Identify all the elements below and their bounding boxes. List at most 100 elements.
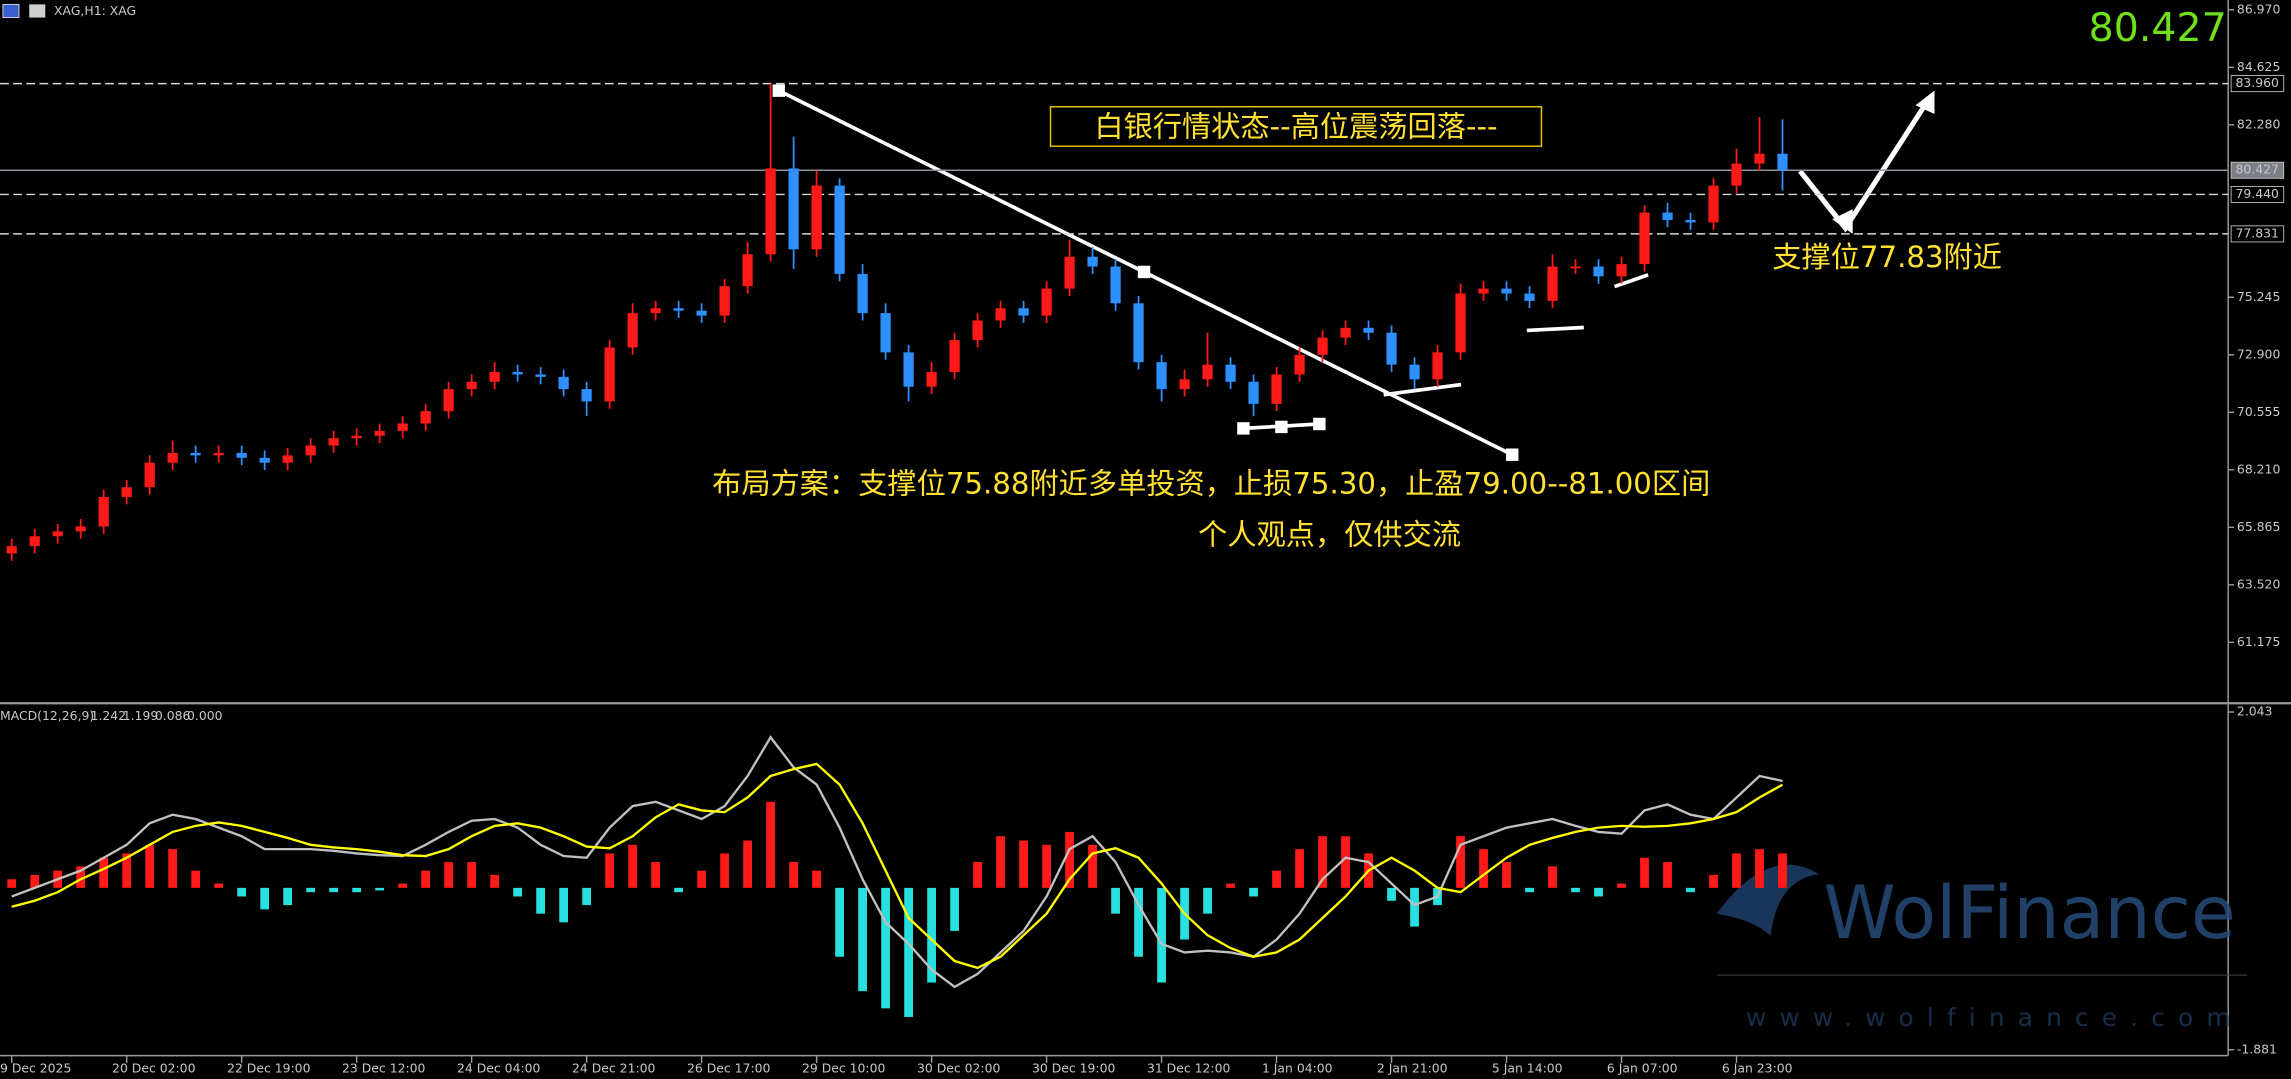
trend-handle [1506,448,1519,461]
symbol-title: XAG,H1: XAG [54,3,136,18]
candle-body [1363,327,1374,333]
x-tick-label: 6 Jan 07:00 [1607,1060,1678,1075]
macd-header-value: 0.086 [155,708,191,723]
candle-body [1777,153,1788,171]
y-tick-label: 70.555 [2237,404,2280,419]
support-line [1526,325,1584,333]
candle-body [1294,354,1305,375]
candle-body [1409,364,1420,380]
macd-histogram-bar [352,887,362,893]
candle-body [52,531,63,537]
macd-histogram-bar [1203,887,1212,914]
macd-histogram-bar [582,887,592,906]
macd-histogram-bar [1617,883,1626,888]
x-tick-label: 30 Dec 02:00 [917,1060,1001,1075]
candle-body [1524,293,1535,301]
trend-handle [1275,420,1288,434]
candle-body [259,457,270,463]
support-line [1383,382,1462,397]
trend-handle [772,84,785,97]
price-level-label: 83.960 [2235,75,2279,90]
candle-body [305,445,316,456]
macd-histogram-bar [30,874,40,888]
macd-histogram-bar [789,862,798,888]
candle-body [167,452,178,463]
candle-body [1593,266,1604,277]
macd-histogram-bar [1571,887,1580,893]
candle-body [1432,352,1443,380]
x-tick-label: 26 Dec 17:00 [687,1060,771,1075]
x-tick-label: 5 Jan 14:00 [1492,1060,1563,1075]
candle-body [535,374,546,377]
candle-body [1317,337,1328,355]
candle-body [627,313,638,348]
macd-histogram-bar [76,866,86,888]
macd-histogram-bar [651,862,661,888]
macd-histogram-bar [1341,836,1350,888]
annotation-support: 支撑位77.83附近 [1772,240,2002,274]
macd-histogram-bar [1226,883,1235,888]
watermark-url: www.wolfinance.com [1746,1003,2244,1032]
macd-histogram-bar [536,887,546,914]
candle-body [1685,219,1696,223]
candle-body [742,254,753,287]
candle-body [466,381,477,390]
macd-histogram-bar [467,862,477,888]
candle-body [1225,364,1236,382]
candle-body [788,168,799,250]
candle-body [1271,374,1282,404]
macd-histogram-bar [697,870,707,888]
macd-histogram-bar [881,887,890,1009]
signal-line [11,762,1784,970]
macd-histogram-bar [1088,844,1097,888]
candle-body [673,308,684,311]
candle-body [765,168,776,255]
macd-histogram-bar [835,887,844,957]
icon [29,4,46,18]
macd-histogram-bar [1134,887,1143,957]
price-level-label: 80.427 [2235,162,2278,177]
candle-body [29,536,40,547]
macd-histogram-bar [145,844,155,888]
arrow-head [1915,90,1935,115]
trend-handle [1237,422,1250,435]
macd-histogram-bar [1663,862,1672,888]
macd-histogram-bar [1272,870,1281,888]
macd-histogram-bar [1732,853,1741,888]
y-tick-label: 61.175 [2237,634,2280,649]
macd-histogram-bar [421,870,431,888]
candle-body [1202,364,1213,380]
candle-body [926,371,937,387]
candle-body [719,286,730,316]
y-tick-label: 72.900 [2237,346,2281,361]
x-tick-label: 29 Dec 10:00 [802,1060,886,1075]
candle-body [1570,266,1581,269]
x-tick-label: 30 Dec 19:00 [1032,1060,1116,1075]
x-tick-label: 24 Dec 21:00 [572,1060,656,1075]
macd-histogram-bar [1042,844,1051,888]
watermark: WolFinance www.wolfinance.com [1716,864,2248,1032]
candle-body [834,185,845,274]
y-tick-label: -1.881 [2237,1041,2277,1056]
macd-histogram-bar [1410,887,1419,927]
macd-histogram-bar [766,801,775,888]
candle-body [972,320,983,341]
bid-price: 80.427 [2089,5,2227,51]
x-tick-label: 6 Jan 23:00 [1722,1060,1793,1075]
support-line [1613,273,1649,289]
macd-histogram-bar [720,853,729,888]
candle-body [1662,212,1673,220]
macd-histogram-bar [743,840,752,888]
macd-histogram-bar [1479,849,1488,888]
drawings [772,84,1935,461]
candle-body [1110,266,1121,304]
macd-histogram-bar [812,870,821,888]
x-tick-label: 22 Dec 19:00 [227,1060,311,1075]
candle-body [6,546,17,554]
candle-body [1386,332,1397,365]
candle-body [1248,381,1259,404]
candle-body [1731,163,1742,186]
x-tick-label: 2 Jan 21:00 [1377,1060,1448,1075]
x-tick-label: 20 Dec 02:00 [112,1060,196,1075]
